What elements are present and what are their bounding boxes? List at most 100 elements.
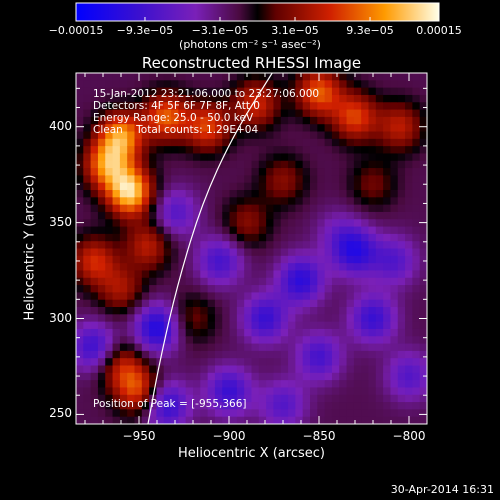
heatmap-cell	[324, 190, 333, 198]
heatmap-cell	[244, 307, 253, 315]
heatmap-cell	[141, 73, 150, 81]
heatmap-cell	[207, 270, 216, 279]
heatmap-cell	[251, 314, 260, 323]
heatmap-cell	[383, 182, 392, 191]
heatmap-cell	[302, 219, 311, 228]
heatmap-cell	[251, 219, 260, 228]
heatmap-cell	[258, 131, 267, 140]
heatmap-cell	[105, 328, 114, 337]
heatmap-cell	[236, 131, 245, 140]
heatmap-cell	[90, 277, 99, 286]
heatmap-cell	[353, 175, 362, 184]
heatmap-cell	[368, 87, 377, 96]
heatmap-cell	[90, 307, 99, 315]
heatmap-cell	[119, 226, 128, 235]
heatmap-cell	[200, 233, 209, 242]
heatmap-cell	[222, 270, 231, 279]
heatmap-cell	[193, 307, 201, 315]
heatmap-cell	[251, 358, 260, 367]
heatmap-cell	[273, 321, 282, 330]
heatmap-cell	[397, 314, 406, 323]
heatmap-cell	[178, 146, 187, 155]
heatmap-cell	[397, 380, 406, 389]
heatmap-cell	[390, 233, 399, 242]
heatmap-cell	[163, 204, 172, 213]
heatmap-cell	[346, 285, 355, 293]
heatmap-cell	[236, 321, 245, 330]
heatmap-cell	[353, 241, 362, 250]
heatmap-cell	[185, 138, 194, 147]
heatmap-cell	[258, 277, 267, 286]
heatmap-cell	[185, 358, 194, 367]
heatmap-cell	[222, 204, 231, 213]
heatmap-cell	[193, 204, 201, 213]
heatmap-cell	[200, 358, 209, 367]
heatmap-cell	[302, 226, 311, 235]
heatmap-cell	[397, 270, 406, 279]
heatmap-cell	[390, 226, 399, 235]
heatmap-cell	[193, 409, 201, 418]
heatmap-cell	[178, 80, 187, 89]
colorbar-tick-label: 3.1e−05	[271, 24, 319, 37]
heatmap-cell	[317, 255, 326, 264]
heatmap-cell	[390, 263, 399, 272]
heatmap-cell	[178, 336, 187, 345]
heatmap-cell	[353, 168, 362, 176]
heatmap-cell	[273, 219, 282, 228]
heatmap-cell	[310, 153, 318, 162]
heatmap-cell	[368, 270, 377, 279]
heatmap-cell	[83, 109, 92, 118]
heatmap-cell	[105, 285, 114, 293]
heatmap-cell	[171, 116, 179, 125]
heatmap-cell	[397, 153, 406, 162]
heatmap-cell	[310, 299, 318, 308]
heatmap-cell	[207, 402, 216, 410]
heatmap-cell	[105, 233, 114, 242]
heatmap-cell	[127, 263, 136, 272]
heatmap-cell	[331, 365, 340, 374]
heatmap-cell	[171, 263, 179, 272]
heatmap-cell	[76, 175, 84, 184]
heatmap-cell	[310, 321, 318, 330]
heatmap-cell	[302, 116, 311, 125]
heatmap-cell	[214, 241, 223, 250]
heatmap-cell	[295, 219, 304, 228]
heatmap-cell	[163, 387, 172, 396]
heatmap-cell	[214, 190, 223, 198]
heatmap-cell	[317, 328, 326, 337]
heatmap-cell	[368, 226, 377, 235]
heatmap-cell	[331, 204, 340, 213]
heatmap-cell	[412, 124, 421, 133]
heatmap-cell	[331, 285, 340, 293]
heatmap-cell	[76, 102, 84, 111]
heatmap-cell	[375, 409, 384, 418]
heatmap-cell	[361, 138, 370, 147]
heatmap-cell	[83, 116, 92, 125]
heatmap-cell	[266, 168, 275, 176]
heatmap-cell	[149, 372, 158, 381]
heatmap-cell	[207, 314, 216, 323]
heatmap-cell	[214, 314, 223, 323]
heatmap-cell	[134, 168, 143, 176]
heatmap-cell	[258, 307, 267, 315]
heatmap-cell	[295, 248, 304, 257]
heatmap-cell	[310, 80, 318, 89]
heatmap-cell	[390, 248, 399, 257]
heatmap-cell	[156, 248, 165, 257]
heatmap-cell	[112, 343, 121, 352]
heatmap-cell	[193, 241, 201, 250]
heatmap-cell	[346, 358, 355, 367]
heatmap-cell	[97, 116, 106, 125]
heatmap-cell	[280, 365, 289, 374]
heatmap-cell	[390, 211, 399, 220]
heatmap-cell	[119, 248, 128, 257]
heatmap-cell	[141, 372, 150, 381]
heatmap-cell	[193, 153, 201, 162]
heatmap-cell	[83, 124, 92, 133]
heatmap-cell	[383, 211, 392, 220]
heatmap-cell	[97, 153, 106, 162]
heatmap-cell	[229, 124, 238, 133]
heatmap-cell	[383, 416, 392, 424]
heatmap-cell	[317, 109, 326, 118]
heatmap-cell	[346, 87, 355, 96]
